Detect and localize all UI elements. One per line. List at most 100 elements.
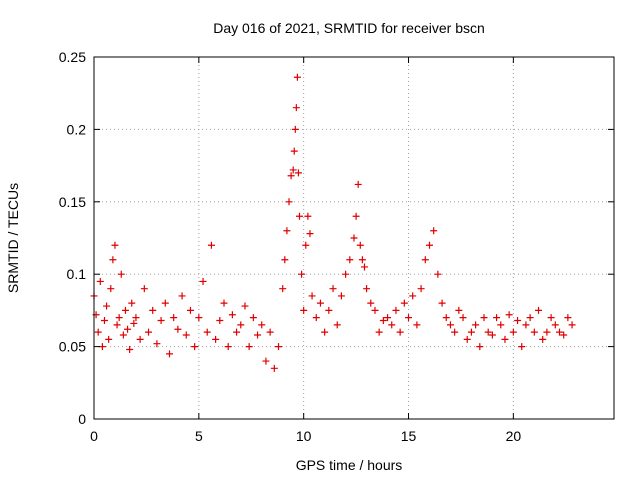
data-point <box>467 328 475 336</box>
data-point <box>111 241 119 249</box>
data-point <box>413 321 421 329</box>
data-point <box>329 285 337 293</box>
data-point <box>360 263 368 271</box>
data-point <box>220 299 228 307</box>
data-point <box>241 302 249 310</box>
data-point <box>287 172 295 180</box>
data-point <box>371 306 379 314</box>
y-tick-label: 0.15 <box>59 194 86 210</box>
data-point <box>560 331 568 339</box>
data-point <box>228 311 236 319</box>
data-point <box>293 73 301 81</box>
data-point <box>363 285 371 293</box>
data-point <box>518 343 526 351</box>
plot-border <box>93 56 615 420</box>
data-point <box>451 328 459 336</box>
data-point <box>291 125 299 133</box>
data-point <box>153 340 161 348</box>
data-point <box>275 343 283 351</box>
data-point <box>170 314 178 322</box>
x-tick-label: 15 <box>401 428 417 444</box>
data-point <box>182 331 190 339</box>
data-point <box>149 306 157 314</box>
data-point <box>295 212 303 220</box>
y-tick-label: 0 <box>78 411 86 427</box>
data-point <box>292 104 300 112</box>
axis-ticks: 0 0.05 0.1 0.15 0.2 0.25 0 5 10 15 20 <box>59 49 614 444</box>
data-point <box>476 343 484 351</box>
data-point <box>245 343 253 351</box>
data-point <box>405 314 413 322</box>
data-point <box>262 357 270 365</box>
data-point <box>312 314 320 322</box>
data-point <box>302 241 310 249</box>
y-tick-label: 0.25 <box>59 49 86 65</box>
data-point <box>126 345 134 353</box>
data-point <box>484 328 492 336</box>
data-point <box>270 364 278 372</box>
data-point <box>409 292 417 300</box>
y-tick-label: 0.05 <box>59 339 86 355</box>
y-axis-label: SRMTID / TECUs <box>5 183 21 293</box>
data-point <box>514 317 522 325</box>
data-point <box>547 314 555 322</box>
data-point <box>216 317 224 325</box>
data-point <box>321 328 329 336</box>
chart-title: Day 016 of 2021, SRMTID for receiver bsc… <box>213 20 485 36</box>
data-point <box>94 328 102 336</box>
data-point <box>124 325 132 333</box>
data-point <box>356 241 364 249</box>
data-point <box>421 256 429 264</box>
x-tick-label: 10 <box>296 428 312 444</box>
data-point <box>300 306 308 314</box>
data-point <box>316 299 324 307</box>
data-point <box>497 321 505 329</box>
data-point <box>203 328 211 336</box>
data-point <box>333 321 341 329</box>
data-points <box>90 73 576 372</box>
data-point <box>438 299 446 307</box>
data-point <box>530 328 538 336</box>
data-point <box>488 331 496 339</box>
data-point <box>304 212 312 220</box>
data-point <box>174 325 182 333</box>
data-point <box>352 212 360 220</box>
data-point <box>459 314 467 322</box>
data-point <box>543 328 551 336</box>
data-point <box>446 321 454 329</box>
x-axis-label: GPS time / hours <box>296 457 403 473</box>
data-point <box>281 256 289 264</box>
data-point <box>98 343 106 351</box>
data-point <box>535 306 543 314</box>
data-point <box>105 335 113 343</box>
x-tick-label: 0 <box>90 428 98 444</box>
data-point <box>501 335 509 343</box>
data-point <box>564 314 572 322</box>
data-point <box>199 277 207 285</box>
data-point <box>165 350 173 358</box>
data-point <box>191 343 199 351</box>
data-point <box>96 277 104 285</box>
data-point <box>115 314 123 322</box>
data-point <box>254 331 262 339</box>
data-point <box>195 314 203 322</box>
data-point <box>375 328 383 336</box>
data-point <box>178 292 186 300</box>
data-point <box>285 198 293 206</box>
data-point <box>103 302 111 310</box>
data-point <box>121 306 129 314</box>
data-point <box>117 270 125 278</box>
data-point <box>306 230 314 238</box>
data-point <box>526 314 534 322</box>
data-point <box>346 256 354 264</box>
data-point <box>379 317 387 325</box>
data-point <box>157 317 165 325</box>
grid <box>94 57 614 419</box>
data-point <box>207 241 215 249</box>
data-point <box>388 321 396 329</box>
data-point <box>522 321 530 329</box>
data-point <box>417 285 425 293</box>
data-point <box>266 328 274 336</box>
data-point <box>392 306 400 314</box>
